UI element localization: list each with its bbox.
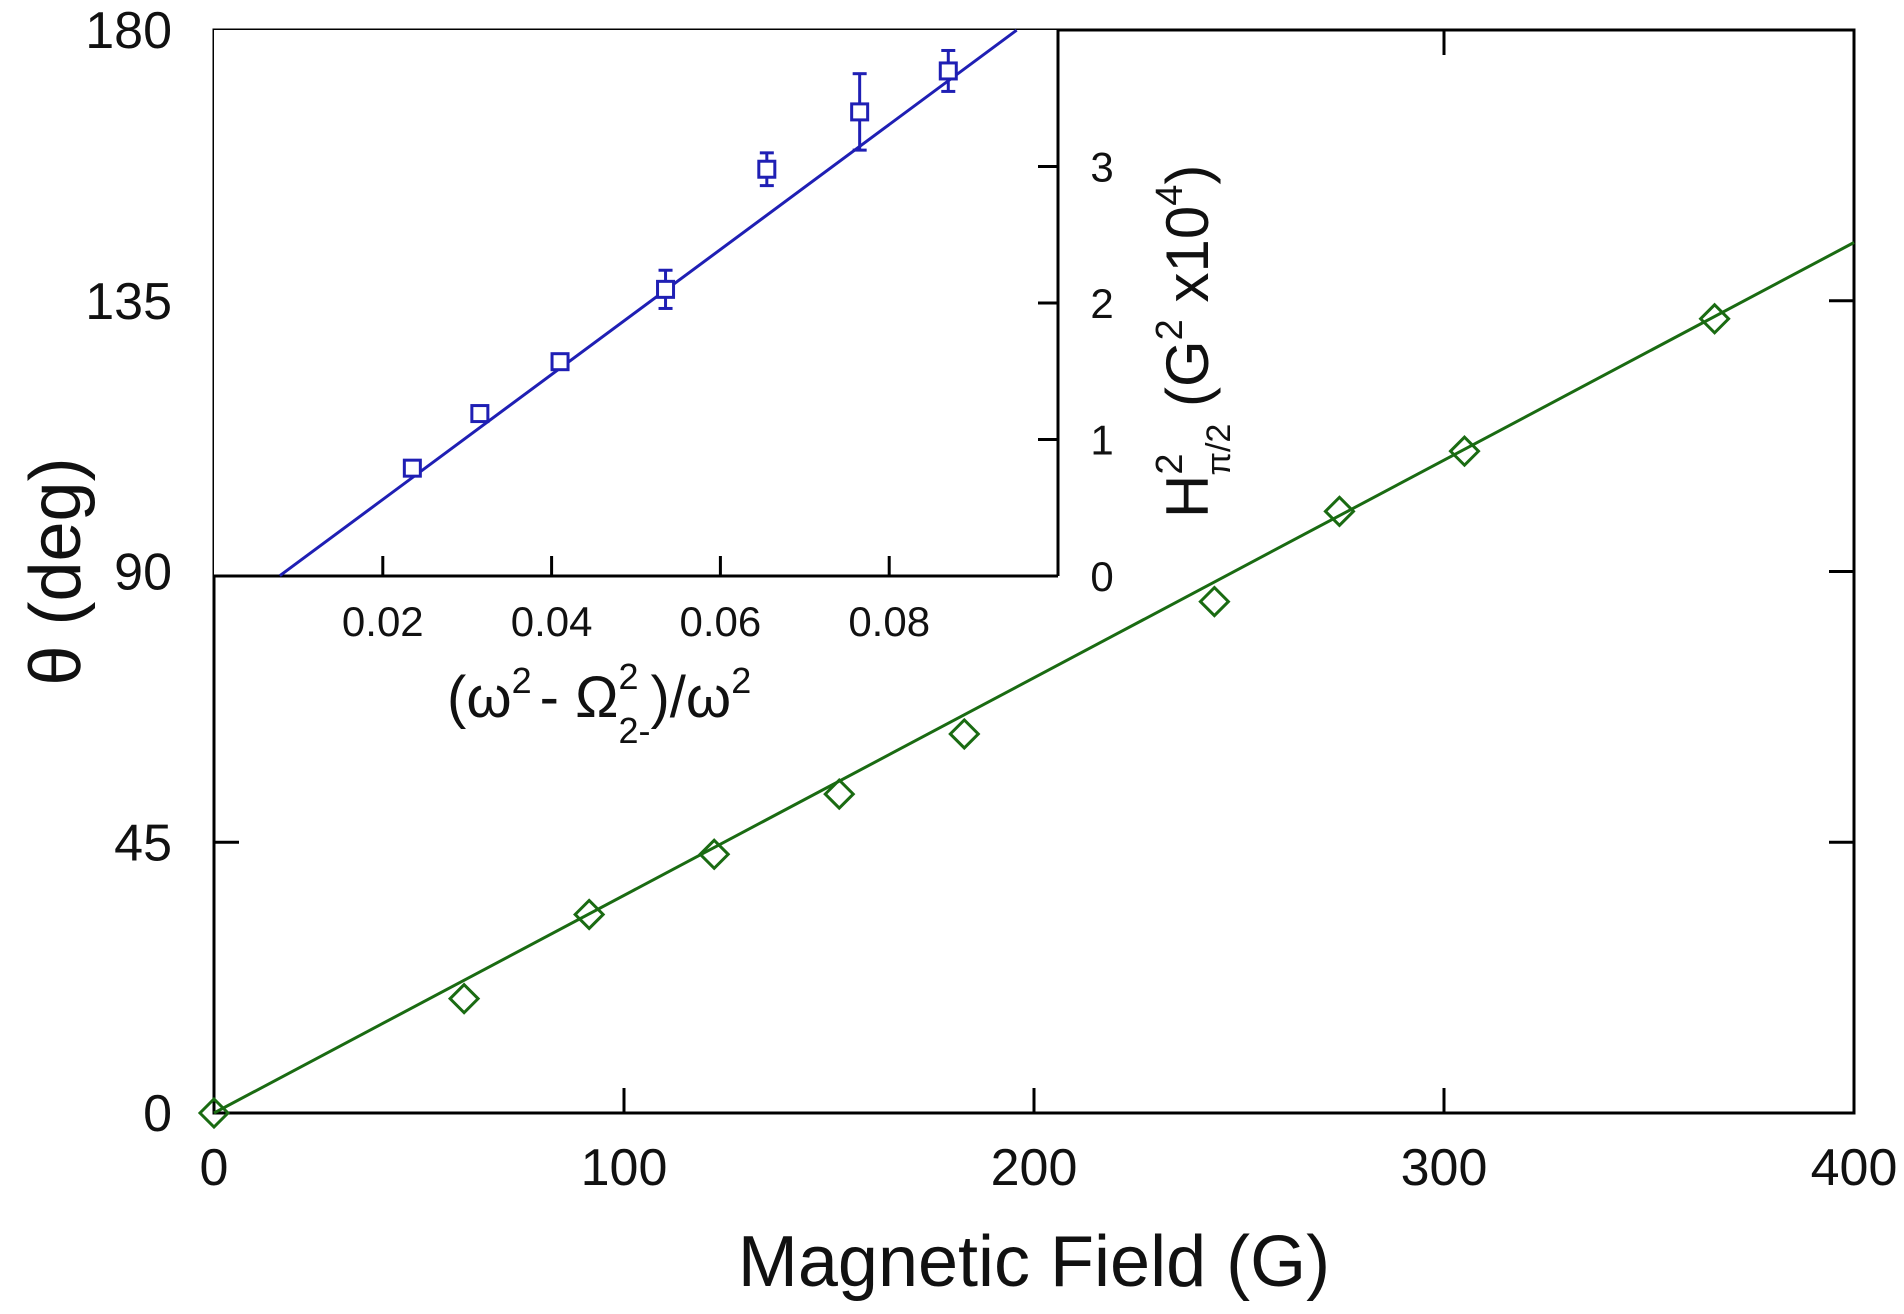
x-tick-label: 400 xyxy=(1811,1139,1898,1197)
y-tick-label: 135 xyxy=(85,273,172,331)
inset-y-title-sub: π/2 xyxy=(1200,424,1238,476)
inset-y-axis-title: H2 π/2 (G2 x104) xyxy=(1149,165,1238,518)
inset-x-axis-title: (ω2- Ω2 2-)/ω2 xyxy=(447,656,751,751)
data-point-diamond xyxy=(197,1096,231,1130)
inset-data-point-square xyxy=(850,102,870,122)
main-fit-line xyxy=(213,241,1855,1115)
x-tick-label: 300 xyxy=(1401,1139,1488,1197)
inset-y-tick-label: 1 xyxy=(1090,417,1113,464)
inset-data-point-square xyxy=(470,404,490,424)
inset-y-title-part: x10 xyxy=(1154,206,1221,319)
inset-y-title-sup: 4 xyxy=(1149,185,1191,206)
y-tick-label: 180 xyxy=(85,2,172,60)
main-chart: 0 100 200 300 400 0 45 90 135 180 Magnetic Field (… xyxy=(16,2,1897,1302)
inset-x-title-sup: 2 xyxy=(731,660,751,701)
inset-y-title-part: ) xyxy=(1154,165,1221,185)
inset-y-title-part: H xyxy=(1154,475,1221,518)
inset-y-title-part: (G xyxy=(1154,340,1221,423)
y-axis-title: θ (deg) xyxy=(16,457,96,685)
inset-y-tick-label: 0 xyxy=(1090,553,1113,600)
data-point-diamond xyxy=(573,898,606,931)
inset-x-tick-label: 0.04 xyxy=(511,598,593,645)
data-point-diamond xyxy=(1198,585,1231,618)
x-tick-label: 200 xyxy=(991,1139,1078,1197)
inset-data-point-square xyxy=(402,458,422,478)
inset-x-tick-label: 0.02 xyxy=(342,598,424,645)
inset-x-tick-label: 0.06 xyxy=(680,598,762,645)
inset-x-title-sup: 2 xyxy=(618,656,638,697)
inset-y-title-sup: 2 xyxy=(1149,319,1191,340)
x-tick-label: 0 xyxy=(200,1139,229,1197)
data-point-diamond xyxy=(1698,302,1731,335)
inset-y-tick-label: 2 xyxy=(1090,280,1113,327)
inset-background xyxy=(214,30,1058,576)
inset-x-title-part: )/ω xyxy=(650,665,731,730)
inset-data-point-square xyxy=(656,279,676,299)
inset-y-tick-label: 3 xyxy=(1090,144,1113,191)
x-axis-title: Magnetic Field (G) xyxy=(738,1222,1330,1302)
data-point-diamond xyxy=(1448,435,1481,468)
data-point-diamond xyxy=(823,777,856,811)
inset-data-point-square xyxy=(757,159,777,179)
inset-data-point-square xyxy=(550,352,570,372)
inset-data-point-square xyxy=(938,61,958,81)
data-point-diamond xyxy=(698,838,731,871)
data-point-diamond xyxy=(1323,495,1356,528)
y-tick-label: 45 xyxy=(114,814,172,872)
inset-x-title-sup: 2 xyxy=(512,660,532,701)
inset-y-title-sup: 2 xyxy=(1149,454,1191,475)
data-point-diamond xyxy=(447,982,481,1015)
inset-x-title-part: - Ω xyxy=(540,665,619,730)
inset-x-title-part: (ω xyxy=(447,665,512,730)
y-tick-label: 90 xyxy=(114,544,172,602)
inset-x-tick-label: 0.08 xyxy=(848,598,930,645)
x-tick-label: 100 xyxy=(581,1139,668,1197)
inset-fit-line xyxy=(278,28,1018,577)
inset-x-title-sub: 2- xyxy=(618,710,650,751)
y-tick-label: 0 xyxy=(143,1085,172,1143)
data-point-diamond xyxy=(948,717,981,751)
